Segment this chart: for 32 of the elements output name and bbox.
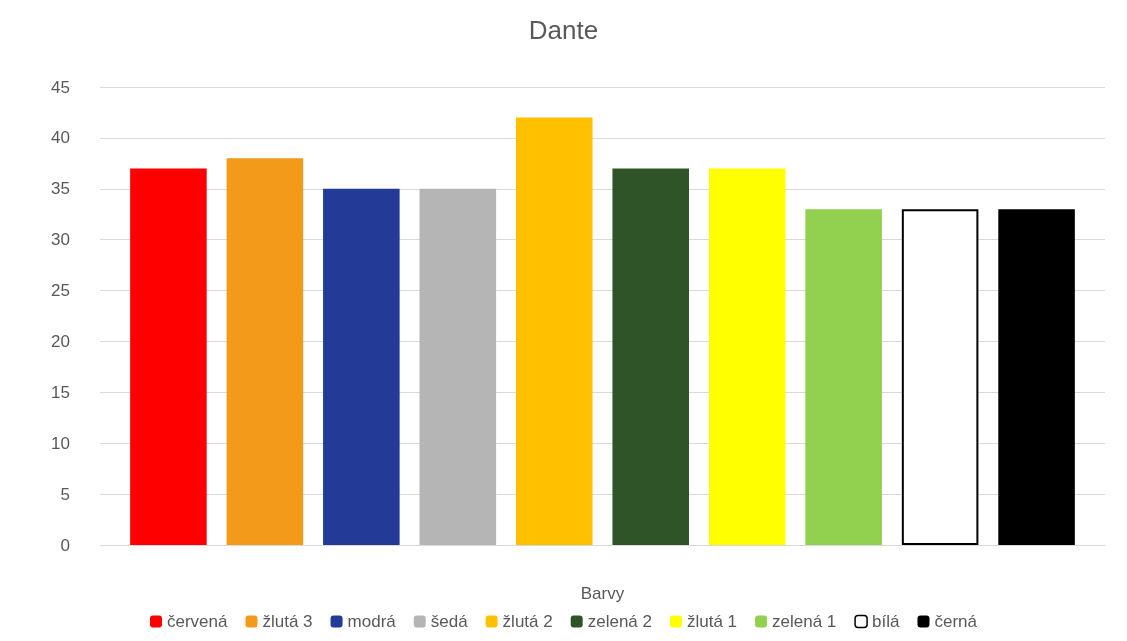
legend-label: zelená 2 [587, 612, 652, 631]
legend-label: žlutá 2 [502, 612, 553, 631]
chart-title: Dante [528, 15, 599, 45]
y-tick-label: 35 [51, 179, 70, 199]
bar [901, 209, 979, 545]
y-tick-label: 15 [51, 382, 70, 402]
legend-label: šedá [430, 612, 469, 631]
bar [612, 168, 690, 545]
y-tick-label: 45 [51, 77, 70, 97]
y-tick-label: 0 [60, 535, 70, 555]
bar [708, 168, 786, 545]
bar [998, 209, 1075, 545]
legend-label: bílá [872, 612, 901, 631]
x-axis-title: Barvy [580, 584, 625, 603]
y-tick-label: 5 [60, 484, 70, 504]
legend-label: žlutá 3 [262, 612, 313, 631]
legend-label: modrá [347, 612, 397, 631]
bar [323, 188, 400, 545]
legend-label: zelená 1 [772, 612, 837, 631]
y-tick-label: 40 [51, 128, 70, 148]
bar [130, 168, 207, 545]
bar [419, 188, 497, 545]
legend-label: červená [166, 612, 229, 631]
y-tick-label: 20 [51, 331, 70, 351]
legend-label: černá [934, 612, 978, 631]
bar [805, 209, 882, 545]
y-tick-label: 30 [51, 230, 70, 250]
y-tick-label: 10 [51, 433, 70, 453]
bar [226, 158, 304, 545]
bar [515, 117, 593, 545]
y-tick-label: 25 [51, 281, 70, 301]
legend-label: žlutá 1 [686, 612, 738, 631]
